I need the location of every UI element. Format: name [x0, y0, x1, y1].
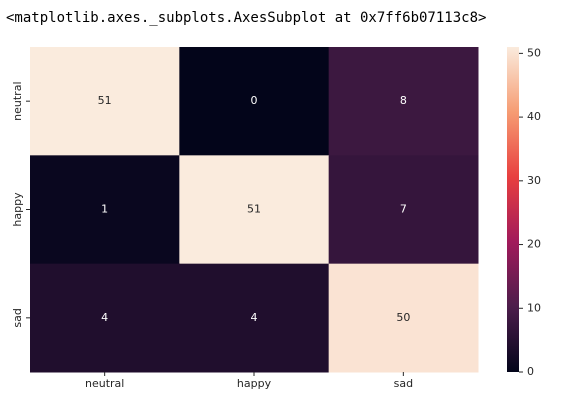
cell-label: 51	[247, 203, 261, 216]
colorbar-tick-label: 10	[527, 301, 541, 314]
x-tick-label: sad	[394, 377, 413, 390]
output-header: <matplotlib.axes._subplots.AxesSubplot a…	[6, 10, 486, 26]
colorbar-tick-label: 0	[527, 365, 534, 378]
heatmap-cell	[179, 155, 330, 265]
cell-label: 51	[98, 94, 112, 107]
y-tick-label: neutral	[11, 81, 24, 120]
cell-label: 8	[400, 94, 407, 107]
heatmap-cell	[328, 263, 479, 373]
heatmap-cell	[30, 47, 180, 156]
heatmap-cell	[328, 155, 479, 265]
colorbar-tick-label: 30	[527, 174, 541, 187]
y-tick-label: happy	[11, 192, 24, 227]
heatmap-cell	[30, 155, 180, 265]
y-tick-label: sad	[11, 308, 24, 327]
heatmap-cell	[179, 47, 330, 156]
colorbar-tick-label: 40	[527, 110, 541, 123]
x-tick-label: happy	[237, 377, 272, 390]
colorbar-tick-label: 20	[527, 238, 541, 251]
cell-label: 1	[101, 203, 108, 216]
colorbar-tick-label: 50	[527, 46, 541, 59]
cell-label: 7	[400, 203, 407, 216]
x-tick-label: neutral	[85, 377, 124, 390]
cell-label: 0	[251, 94, 258, 107]
cell-label: 4	[101, 311, 108, 324]
cell-label: 4	[251, 311, 258, 324]
heatmap-cell	[30, 263, 180, 373]
colorbar	[507, 47, 519, 372]
cell-label: 50	[396, 311, 410, 324]
heatmap-cell	[328, 47, 479, 156]
heatmap-cell	[179, 263, 330, 373]
